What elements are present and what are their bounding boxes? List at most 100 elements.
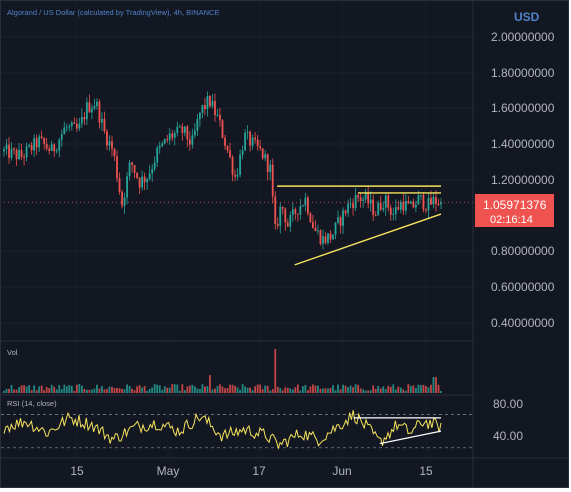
price-tick-label: 1.80000000: [491, 66, 555, 80]
volume-bar: [70, 385, 73, 393]
candle-body: [294, 209, 297, 214]
candle-body: [153, 162, 156, 169]
candle-body: [15, 149, 18, 160]
volume-bar: [327, 388, 329, 393]
volume-bar: [83, 388, 86, 393]
candle-body: [50, 144, 53, 151]
volume-bar: [435, 377, 437, 393]
volume-bar: [28, 385, 31, 393]
candle-body: [113, 148, 116, 157]
candle-body: [239, 154, 241, 175]
volume-bar: [387, 385, 390, 393]
volume-bar: [289, 388, 292, 393]
candle-body: [327, 233, 329, 243]
candle-body: [156, 147, 159, 163]
candle-body: [193, 130, 196, 136]
candle-body: [30, 144, 33, 151]
volume-bar: [306, 390, 309, 393]
volume-bar: [136, 386, 139, 393]
trendline-support[interactable]: [294, 213, 442, 266]
volume-bar: [301, 386, 304, 393]
trendline-rsi-support[interactable]: [379, 430, 442, 445]
bar-countdown: 02:16:14: [490, 214, 533, 226]
candle-body: [344, 210, 347, 214]
volume-bar: [201, 384, 204, 393]
time-tick-label: 17: [252, 464, 266, 478]
price-axis[interactable]: 2.00000000 1.80000000 1.60000000 1.40000000…: [491, 30, 555, 330]
rsi-axis[interactable]: 80.00 40.00: [493, 397, 523, 443]
rsi-pane-label: RSI (14, close): [7, 399, 57, 408]
volume-bar: [88, 389, 91, 393]
volume-bar: [73, 390, 76, 393]
volume-bar: [25, 386, 28, 393]
candle-body: [354, 195, 357, 209]
volume-bar: [13, 389, 15, 393]
volume-bar: [23, 385, 25, 393]
volume-bar: [254, 386, 257, 393]
volume-bar: [171, 384, 174, 393]
candle-body: [191, 135, 194, 145]
volume-bar: [80, 385, 83, 393]
candle-body: [274, 196, 277, 225]
volume-bar: [151, 387, 154, 393]
candle-body: [334, 222, 337, 235]
volume-bar: [193, 386, 196, 393]
volume-bar: [349, 385, 352, 393]
volume-bar: [221, 386, 224, 393]
candle-body: [70, 122, 73, 127]
grid: [1, 1, 473, 458]
candle-body: [394, 207, 397, 214]
candle-body: [131, 162, 133, 166]
candle-body: [437, 203, 440, 205]
price-tick-label: 1.20000000: [491, 173, 555, 187]
volume-bar: [256, 384, 259, 393]
volume-bar: [414, 388, 417, 393]
volume-bar: [319, 388, 322, 393]
chart-title: Algorand / US Dollar (calculated by Trad…: [7, 8, 219, 17]
volume-bar: [163, 386, 166, 393]
candle-body: [377, 202, 380, 216]
candle-body: [259, 146, 262, 149]
currency-label[interactable]: USD: [514, 10, 540, 24]
candle-body: [23, 156, 25, 158]
volume-bar: [304, 385, 307, 393]
volume-bar: [334, 390, 337, 393]
candle-body: [183, 126, 186, 133]
candle-body: [372, 199, 375, 216]
time-tick-label: 15: [419, 464, 433, 478]
volume-bar: [229, 384, 231, 393]
candle-body: [284, 208, 287, 223]
candle-body: [404, 200, 407, 211]
time-axis[interactable]: 15 May 17 Jun 15: [70, 464, 433, 478]
candle-body: [198, 112, 201, 120]
volume-bar: [98, 388, 101, 393]
candle-body: [264, 154, 267, 159]
candle-body: [291, 209, 294, 216]
volume-bar: [133, 390, 136, 393]
volume-bar: [317, 385, 319, 393]
volume-bar: [216, 386, 219, 393]
volume-bar: [204, 386, 206, 393]
volume-bar: [239, 389, 241, 393]
candle-body: [136, 172, 139, 179]
volume-bar: [158, 385, 161, 393]
last-price-label: [475, 194, 554, 227]
volume-bar: [40, 385, 43, 393]
candle-body: [369, 199, 372, 204]
volume-bar: [231, 384, 234, 393]
candle-body: [402, 201, 405, 211]
volume-bar: [53, 386, 56, 393]
candle-body: [83, 116, 86, 120]
candle-body: [389, 207, 392, 215]
candle-body: [146, 178, 149, 183]
volume-bar: [148, 388, 151, 393]
volume-bar: [384, 389, 387, 393]
candle-body: [249, 131, 252, 146]
volume-bar: [214, 388, 216, 393]
volume-bar: [420, 385, 422, 393]
volume-bar: [126, 384, 128, 393]
candle-body: [188, 139, 191, 145]
rsi-tick-label: 80.00: [493, 397, 523, 411]
